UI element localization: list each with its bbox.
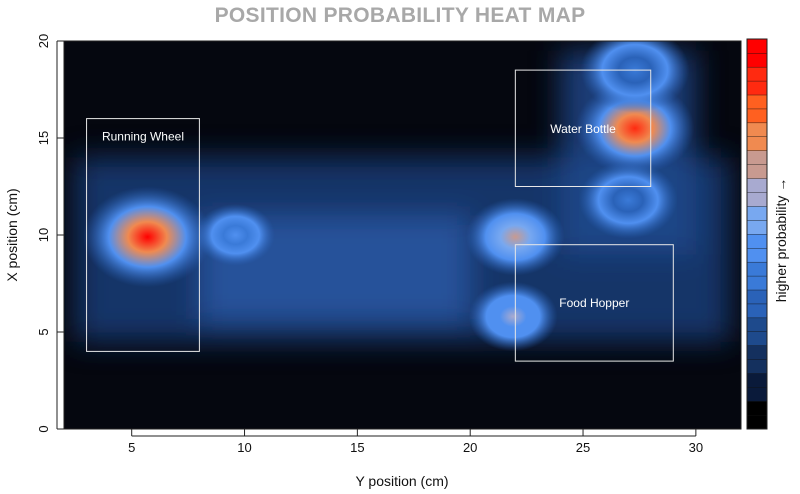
- heatmap-field: [64, 41, 741, 429]
- colorbar-swatch: [746, 233, 768, 249]
- x-tick-label: 15: [350, 440, 364, 455]
- colorbar-swatch: [746, 52, 768, 68]
- colorbar-swatch: [746, 219, 768, 235]
- x-tick-label: 5: [128, 440, 135, 455]
- colorbar: [746, 38, 768, 430]
- heat-hotspot: [580, 41, 690, 113]
- x-tick-label: 10: [237, 440, 251, 455]
- region-label: Running Wheel: [102, 130, 184, 144]
- colorbar-swatch: [746, 66, 768, 82]
- y-axis-label: X position (cm): [4, 188, 20, 281]
- colorbar-swatch: [746, 94, 768, 110]
- y-tick-label: 0: [36, 425, 51, 432]
- x-tick-label: 30: [689, 440, 703, 455]
- colorbar-swatch: [746, 164, 768, 179]
- colorbar-frame: [746, 38, 768, 430]
- region-box: [86, 118, 200, 352]
- colorbar-swatch: [746, 261, 768, 277]
- y-tick-label: 5: [36, 328, 51, 335]
- colorbar-label: higher probability →: [773, 178, 789, 303]
- colorbar-swatch: [746, 136, 768, 151]
- colorbar-swatch: [746, 178, 768, 193]
- heat-hotspot: [465, 198, 565, 276]
- heat-hotspot: [195, 203, 276, 267]
- x-tick-label: 20: [463, 440, 477, 455]
- colorbar-swatch: [746, 303, 768, 319]
- region-box: [514, 69, 652, 187]
- colorbar-swatch: [746, 373, 768, 388]
- colorbar-swatch: [746, 400, 768, 416]
- colorbar-swatch: [746, 414, 768, 430]
- region-box: [514, 244, 674, 362]
- x-axis-label: Y position (cm): [355, 473, 448, 489]
- colorbar-swatch: [746, 205, 768, 221]
- colorbar-swatch: [746, 275, 768, 291]
- heat-hotspot: [82, 186, 213, 288]
- y-tick-label: 15: [36, 131, 51, 145]
- colorbar-swatch: [746, 289, 768, 305]
- colorbar-swatch: [746, 331, 768, 346]
- colorbar-swatch: [746, 80, 768, 96]
- colorbar-swatch: [746, 108, 768, 124]
- colorbar-swatch: [746, 345, 768, 360]
- region-label: Water Bottle: [550, 122, 616, 136]
- region-label: Food Hopper: [559, 296, 629, 310]
- y-tick-label: 20: [36, 34, 51, 48]
- colorbar-swatch: [746, 150, 768, 165]
- region-boxes: Running Wheel Water Bottle Food Hopper: [86, 69, 674, 362]
- axes: 5 10 15 20 25 30 0 5 10 15 20: [36, 34, 742, 455]
- colorbar-swatch: [746, 359, 768, 374]
- colorbar-swatch: [746, 387, 768, 402]
- y-tick-label: 10: [36, 228, 51, 242]
- x-tick-label: 25: [576, 440, 590, 455]
- colorbar-swatch: [746, 247, 768, 263]
- heat-hotspot: [468, 281, 558, 352]
- heat-hotspot: [578, 161, 678, 239]
- colorbar-swatch: [746, 38, 768, 54]
- colorbar-swatch: [746, 192, 768, 207]
- colorbar-swatch: [746, 317, 768, 333]
- chart-title: POSITION PROBABILITY HEAT MAP: [214, 4, 586, 27]
- colorbar-swatch: [746, 122, 768, 137]
